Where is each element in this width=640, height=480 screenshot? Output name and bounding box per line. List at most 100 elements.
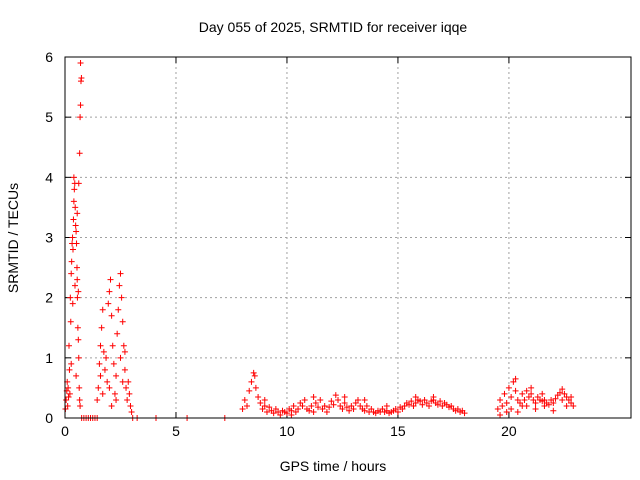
data-point: [312, 399, 319, 406]
data-point: [128, 408, 135, 415]
x-tick-label: 0: [61, 423, 69, 439]
data-point: [426, 402, 433, 409]
x-axis-label: GPS time / hours: [280, 458, 387, 474]
data-point: [72, 222, 79, 229]
data-point: [505, 384, 512, 391]
data-point: [118, 294, 125, 301]
data-point: [434, 401, 441, 408]
data-point: [125, 378, 132, 385]
data-point: [514, 408, 521, 415]
data-point: [110, 360, 117, 367]
data-point: [95, 384, 102, 391]
data-point: [512, 387, 519, 394]
data-point: [363, 402, 370, 409]
data-point: [392, 405, 399, 412]
data-point: [96, 360, 103, 367]
data-point: [255, 393, 262, 400]
x-tick-label: 15: [390, 423, 406, 439]
data-point: [250, 369, 257, 376]
data-point: [74, 324, 81, 331]
data-point: [503, 408, 510, 415]
data-point: [270, 410, 277, 417]
data-point: [263, 408, 270, 415]
data-point: [297, 399, 304, 406]
axis-tick-labels: 0 5 10 15 20 0 1 2 3 4 5 6: [45, 49, 517, 439]
data-point: [408, 398, 415, 405]
data-point: [72, 204, 79, 211]
data-point: [539, 390, 546, 397]
data-point: [528, 384, 535, 391]
data-point: [341, 399, 348, 406]
data-point: [406, 401, 413, 408]
data-point: [530, 396, 537, 403]
data-point: [252, 384, 259, 391]
data-point: [503, 399, 510, 406]
data-point: [545, 401, 552, 408]
data-point: [74, 276, 81, 283]
data-point: [368, 405, 375, 412]
data-point: [412, 393, 419, 400]
data-point: [244, 402, 251, 409]
data-point: [76, 384, 83, 391]
data-point: [541, 396, 548, 403]
data-point: [65, 393, 72, 400]
data-point: [568, 399, 575, 406]
x-tick-label: 5: [172, 423, 180, 439]
data-point: [337, 402, 344, 409]
data-point: [301, 396, 308, 403]
data-point: [323, 408, 330, 415]
data-point: [121, 348, 128, 355]
data-point: [410, 402, 417, 409]
x-tick-label: 20: [501, 423, 517, 439]
data-point: [283, 410, 290, 417]
data-point: [100, 348, 107, 355]
data-point: [99, 390, 106, 397]
data-point: [68, 360, 75, 367]
data-point: [77, 102, 84, 109]
data-point: [559, 386, 566, 393]
data-point: [497, 411, 504, 418]
data-point: [383, 402, 390, 409]
data-point: [288, 411, 295, 418]
data-point: [394, 408, 401, 415]
data-point: [65, 342, 72, 349]
data-point: [73, 228, 80, 235]
data-series: [62, 60, 577, 421]
data-point: [517, 399, 524, 406]
data-point: [335, 396, 342, 403]
data-point: [508, 405, 515, 412]
data-point: [63, 396, 70, 403]
data-point: [65, 384, 72, 391]
data-point: [348, 402, 355, 409]
data-point: [251, 372, 258, 379]
data-point: [568, 393, 575, 400]
data-point: [259, 405, 266, 412]
data-point: [315, 404, 322, 411]
data-point: [412, 399, 419, 406]
data-point: [494, 405, 501, 412]
data-point: [117, 270, 124, 277]
data-point: [76, 150, 83, 157]
y-tick-label: 3: [45, 230, 53, 246]
data-point: [246, 387, 253, 394]
data-point: [123, 384, 130, 391]
data-point: [357, 402, 364, 409]
data-point: [106, 384, 113, 391]
data-point: [339, 405, 346, 412]
data-point: [66, 390, 73, 397]
data-point: [292, 408, 299, 415]
data-point: [75, 180, 82, 187]
data-point: [523, 387, 530, 394]
data-point: [317, 396, 324, 403]
data-point: [77, 114, 84, 121]
data-point: [121, 366, 128, 373]
data-point: [239, 405, 246, 412]
data-point: [330, 401, 337, 408]
data-point: [67, 318, 74, 325]
data-point: [117, 354, 124, 361]
data-point: [66, 366, 73, 373]
data-point: [561, 390, 568, 397]
data-point: [350, 405, 357, 412]
data-point: [64, 402, 71, 409]
data-point: [108, 402, 115, 409]
